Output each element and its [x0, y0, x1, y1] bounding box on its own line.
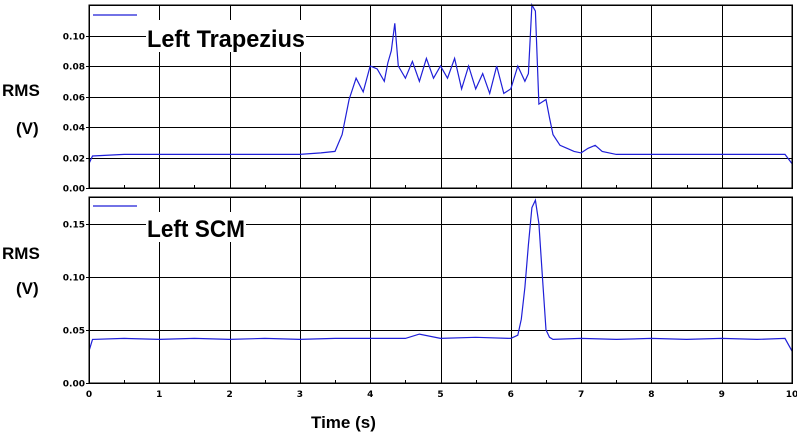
trapezius-rms-line — [88, 2, 793, 164]
scm-y-ticks: 0.00 0.05 0.10 0.15 — [63, 221, 89, 390]
scm-ytick-label-2: 0.10 — [63, 274, 85, 284]
scm-ytick-label-0: 0.00 — [63, 380, 85, 390]
trapezius-ytick-label-0: 0.00 — [63, 185, 85, 195]
xtick-label-1: 1 — [156, 390, 162, 400]
trapezius-title: Left Trapezius — [147, 26, 305, 53]
xtick-label-9: 9 — [719, 390, 725, 400]
scm-rms-line — [88, 198, 793, 352]
xtick-label-5: 5 — [437, 390, 443, 400]
scm-ytick-label-3: 0.15 — [63, 221, 85, 231]
trapezius-plot-frame — [88, 4, 793, 189]
trapezius-ytick-label-3: 0.06 — [63, 94, 85, 104]
xtick-label-6: 6 — [508, 390, 514, 400]
xtick-label-3: 3 — [297, 390, 303, 400]
scm-ytick-label-1: 0.05 — [63, 327, 85, 337]
trapezius-ytick-label-4: 0.08 — [63, 63, 85, 73]
trapezius-ylabel-line2: (V) — [16, 119, 39, 138]
scm-ylabel-line2: (V) — [16, 279, 39, 298]
trapezius-ytick-label-1: 0.02 — [63, 155, 85, 165]
trapezius-ylabel-line1: RMS — [2, 81, 40, 100]
scm-ylabel-line1: RMS — [2, 244, 40, 263]
scm-plot-frame — [88, 196, 793, 384]
scm-x-ticks: 0 1 2 3 4 5 6 7 8 9 10 — [86, 390, 797, 400]
xtick-label-4: 4 — [367, 390, 373, 400]
scm-panel: 0.00 0.05 0.10 0.15 0 1 2 3 4 5 6 7 8 9 10 Left SCM R… — [2, 196, 797, 432]
trapezius-ytick-label-5: 0.10 — [63, 33, 85, 43]
xtick-label-0: 0 — [86, 390, 92, 400]
x-axis-label: Time (s) — [311, 413, 376, 432]
scm-title: Left SCM — [147, 216, 245, 243]
xtick-label-8: 8 — [648, 390, 654, 400]
xtick-label-2: 2 — [226, 390, 232, 400]
xtick-label-7: 7 — [578, 390, 584, 400]
trapezius-ytick-label-2: 0.04 — [63, 124, 85, 134]
xtick-label-10: 10 — [786, 390, 797, 400]
trapezius-panel: 0.000.020.040.060.080.10 Left Trapezius … — [0, 0, 797, 195]
